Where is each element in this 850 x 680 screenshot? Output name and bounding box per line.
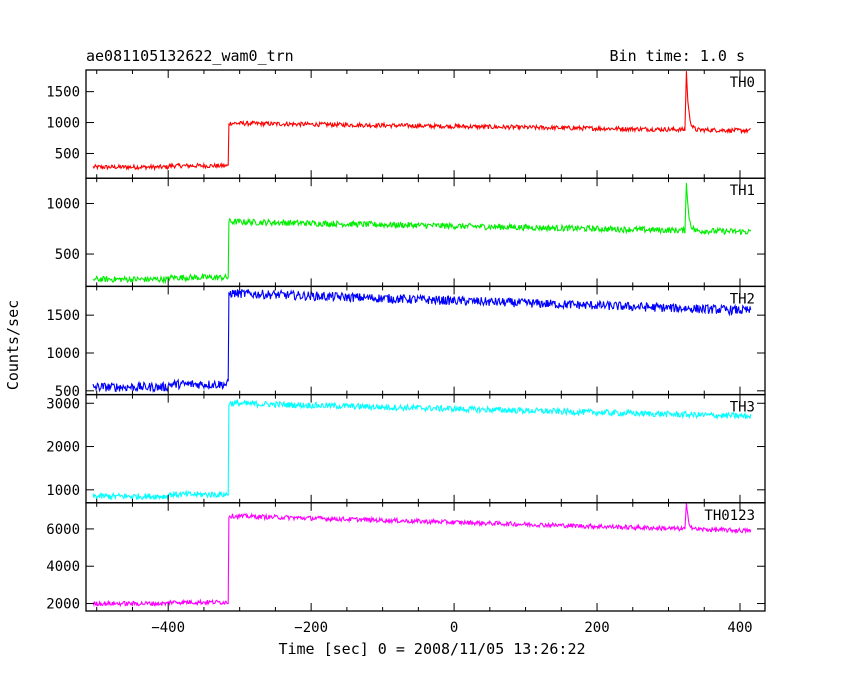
y-tick-label: 2000 — [46, 440, 80, 456]
y-axis-label: Counts/sec — [4, 300, 22, 390]
y-tick-label: 500 — [55, 247, 80, 263]
y-tick-label: 1500 — [46, 85, 80, 101]
y-tick-label: 4000 — [46, 559, 80, 575]
panel-label: TH3 — [730, 400, 755, 416]
x-tick-label: 200 — [584, 620, 609, 636]
panel-frame — [85, 285, 766, 396]
series-line-th3 — [92, 398, 752, 501]
y-tick-label: 1000 — [46, 196, 80, 212]
panel-th1: 500 1000 TH1 — [46, 177, 766, 288]
series-line-th0123 — [92, 502, 752, 608]
panel-label: TH2 — [730, 291, 755, 307]
panel-th3: 1000 2000 3000 TH3 — [46, 393, 766, 504]
series-line-th2 — [92, 288, 752, 393]
chart-title-right: Bin time: 1.0 s — [610, 47, 745, 65]
panel-frame — [85, 502, 766, 612]
y-tick-label: 1500 — [46, 308, 80, 324]
x-tick-label: −200 — [294, 620, 328, 636]
panel-label: TH0123 — [704, 508, 755, 524]
y-tick-label: 3000 — [46, 396, 80, 412]
y-tick-label: 500 — [55, 384, 80, 400]
y-tick-label: 500 — [55, 146, 80, 162]
panel-frame — [85, 69, 766, 179]
panel-th0: 500 1000 1500 TH0 — [46, 69, 766, 179]
series-line-th0 — [92, 71, 751, 172]
panel-label: TH1 — [730, 183, 755, 199]
x-tick-label: 400 — [727, 620, 752, 636]
y-tick-label: 1000 — [46, 483, 80, 499]
panel-th0123: 2000 4000 6000 TH0123 — [46, 502, 766, 613]
y-tick-label: 1000 — [46, 116, 80, 132]
y-tick-label: 2000 — [46, 597, 80, 613]
panel-th2: 500 1000 1500 TH2 — [46, 285, 766, 400]
y-tick-label: 1000 — [46, 346, 80, 362]
x-axis-label: Time [sec] 0 = 2008/11/05 13:26:22 — [278, 640, 585, 658]
chart-title-left: ae081105132622_wam0_trn — [86, 47, 294, 65]
y-tick-label: 6000 — [46, 522, 80, 538]
x-tick-label: −400 — [151, 620, 185, 636]
series-line-th1 — [92, 182, 752, 285]
panel-label: TH0 — [730, 75, 755, 91]
x-tick-label: 0 — [450, 620, 458, 636]
